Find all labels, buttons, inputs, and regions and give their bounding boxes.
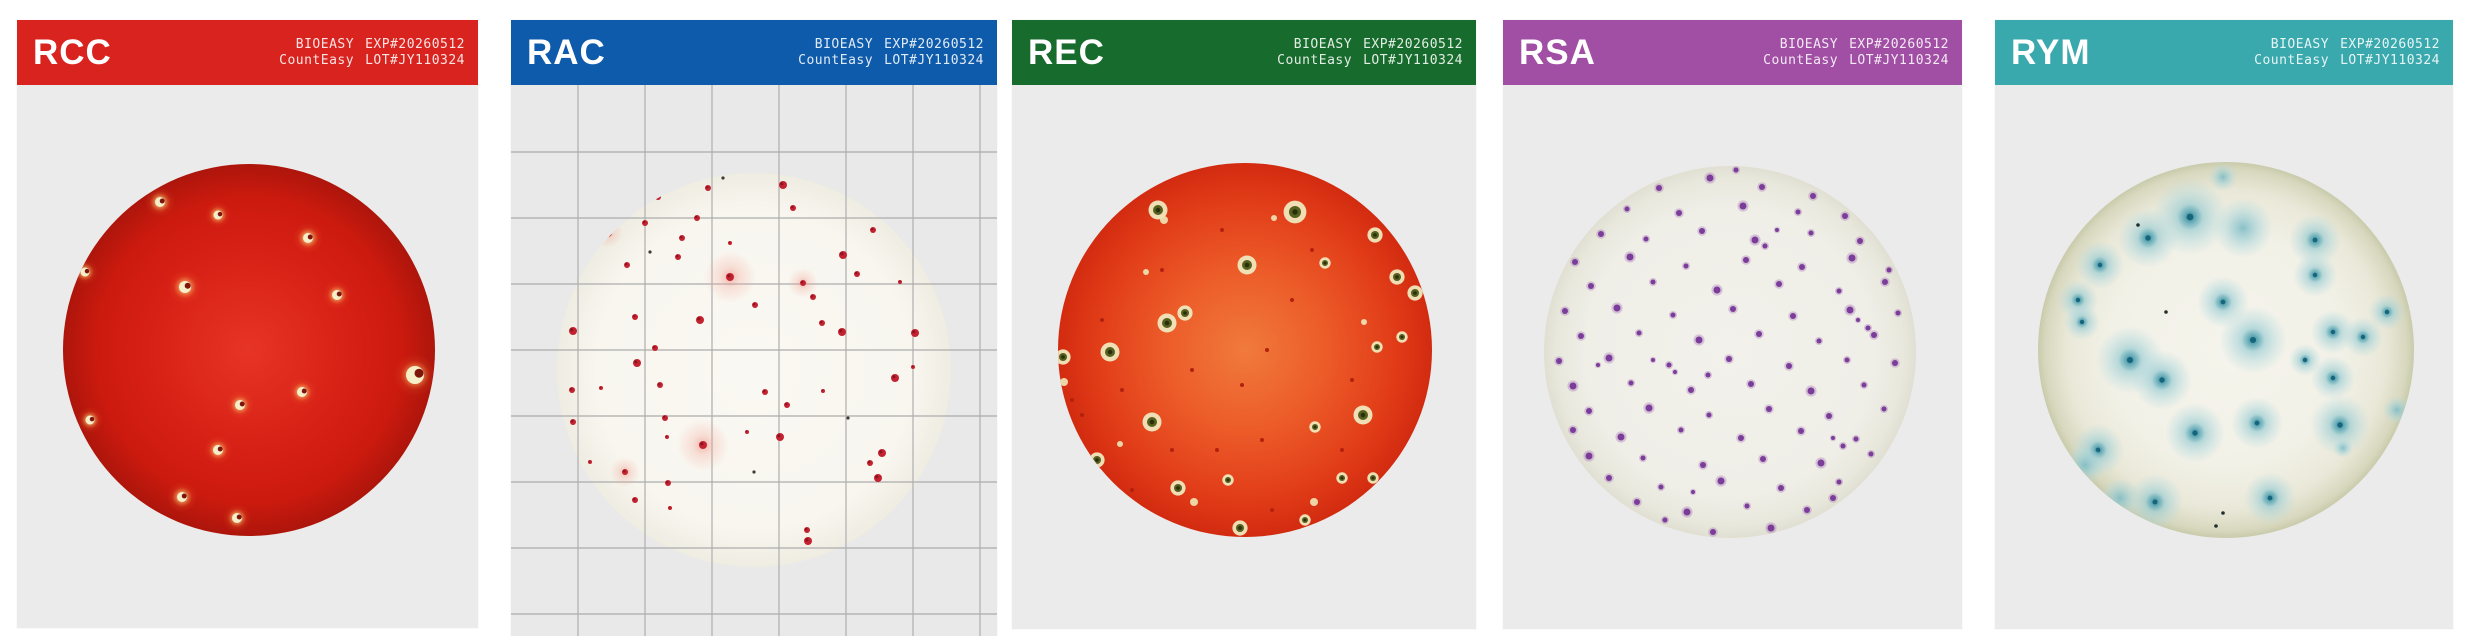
brand-name: BIOEASY — [2270, 36, 2330, 52]
plate-code: RCC — [33, 33, 112, 72]
label-meta: BIOEASY CountEasy EXP#20260512 LOT#JY110… — [798, 37, 984, 69]
lot-code: LOT#JY110324 — [2340, 52, 2440, 68]
label-meta: BIOEASY CountEasy EXP#20260512 LOT#JY110… — [1763, 37, 1949, 69]
label-meta: BIOEASY CountEasy EXP#20260512 LOT#JY110… — [279, 37, 465, 69]
rec-card: REC BIOEASY CountEasy EXP#20260512 LOT#J… — [1012, 20, 1476, 629]
rsa-card: RSA BIOEASY CountEasy EXP#20260512 LOT#J… — [1503, 20, 1962, 629]
rcc-card: RCC BIOEASY CountEasy EXP#20260512 LOT#J… — [17, 20, 478, 628]
rym-header-strip: RYM BIOEASY CountEasy EXP#20260512 LOT#J… — [1995, 20, 2453, 85]
rym-card: RYM BIOEASY CountEasy EXP#20260512 LOT#J… — [1995, 20, 2453, 629]
lot-code: LOT#JY110324 — [1849, 52, 1949, 68]
product-name: CountEasy — [1277, 52, 1353, 68]
exp-code: EXP#20260512 — [365, 36, 465, 52]
plate-code: RYM — [2011, 33, 2091, 72]
brand-name: BIOEASY — [295, 36, 355, 52]
rac-header-strip: RAC BIOEASY CountEasy EXP#20260512 LOT#J… — [511, 20, 997, 85]
label-meta: BIOEASY CountEasy EXP#20260512 LOT#JY110… — [2254, 37, 2440, 69]
label-meta: BIOEASY CountEasy EXP#20260512 LOT#JY110… — [1277, 37, 1463, 69]
plate-code: RAC — [527, 33, 606, 72]
product-name: CountEasy — [798, 52, 874, 68]
brand-name: BIOEASY — [814, 36, 874, 52]
rec-plate-photo — [1058, 163, 1432, 537]
exp-code: EXP#20260512 — [884, 36, 984, 52]
rac-card: RAC BIOEASY CountEasy EXP#20260512 LOT#J… — [511, 20, 997, 636]
product-name: CountEasy — [2254, 52, 2330, 68]
product-name: CountEasy — [279, 52, 355, 68]
exp-code: EXP#20260512 — [1363, 36, 1463, 52]
rcc-header-strip: RCC BIOEASY CountEasy EXP#20260512 LOT#J… — [17, 20, 478, 85]
rym-plate-photo — [2038, 162, 2414, 538]
lot-code: LOT#JY110324 — [1363, 52, 1463, 68]
exp-code: EXP#20260512 — [1849, 36, 1949, 52]
lot-code: LOT#JY110324 — [365, 52, 465, 68]
rcc-plate-photo — [63, 164, 435, 536]
rec-header-strip: REC BIOEASY CountEasy EXP#20260512 LOT#J… — [1012, 20, 1476, 85]
product-name: CountEasy — [1763, 52, 1839, 68]
brand-name: BIOEASY — [1293, 36, 1353, 52]
brand-name: BIOEASY — [1779, 36, 1839, 52]
rac-plate-photo — [511, 85, 997, 636]
plate-code: REC — [1028, 33, 1105, 72]
plate-code: RSA — [1519, 33, 1596, 72]
rsa-header-strip: RSA BIOEASY CountEasy EXP#20260512 LOT#J… — [1503, 20, 1962, 85]
lot-code: LOT#JY110324 — [884, 52, 984, 68]
rsa-plate-photo — [1544, 166, 1916, 538]
exp-code: EXP#20260512 — [2340, 36, 2440, 52]
